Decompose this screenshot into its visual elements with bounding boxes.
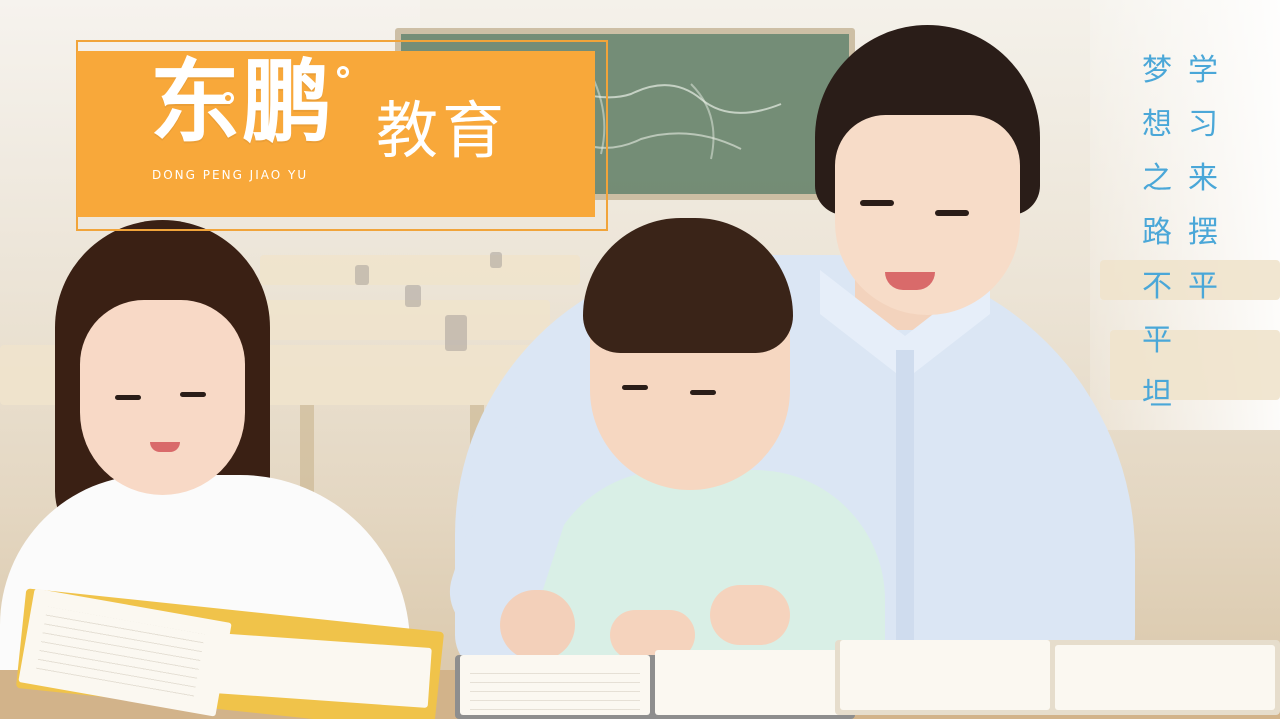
book-page <box>1055 645 1275 710</box>
background-desk <box>260 255 580 285</box>
slogan-char: 习 <box>1188 107 1218 142</box>
book-page <box>655 650 850 715</box>
girl-face <box>80 300 245 495</box>
logo-banner <box>77 51 595 217</box>
background-desk <box>1100 260 1280 300</box>
background-chair <box>490 252 502 268</box>
logo-subtitle: 教育 <box>376 94 509 167</box>
teacher-smile <box>885 272 935 290</box>
background-chair <box>445 315 467 351</box>
girl-smile <box>150 442 180 452</box>
logo-pinyin: DONG PENG JIAO YU <box>152 168 309 182</box>
teacher-eye <box>935 210 969 216</box>
boy-hair <box>583 218 793 353</box>
book-text <box>470 665 640 710</box>
logo-brand-name: 东鹏 <box>150 50 334 155</box>
logo-decoration-dot <box>222 92 234 104</box>
girl-eye <box>180 392 206 397</box>
girl-eye <box>115 395 141 400</box>
slogan-char: 平 <box>1188 269 1218 304</box>
teacher-placket <box>896 350 914 650</box>
teacher-hand <box>500 590 575 660</box>
slogan-char: 路 <box>1142 215 1172 250</box>
slogan-char: 来 <box>1188 161 1218 196</box>
teacher-eye <box>860 200 894 206</box>
background-chair <box>405 285 421 307</box>
boy-hand <box>710 585 790 645</box>
slogan-char: 梦 <box>1142 53 1172 88</box>
background-chair <box>355 265 369 285</box>
slogan-char: 学 <box>1188 53 1218 88</box>
background-desk <box>1110 330 1280 400</box>
slogan-char: 坦 <box>1142 377 1172 412</box>
logo-decoration-dot <box>337 66 349 78</box>
slogan-char: 之 <box>1142 161 1172 196</box>
slogan-char: 不 <box>1142 269 1172 304</box>
boy-eye <box>690 390 716 395</box>
slogan-line-1: 学 习 来 摆 平 <box>1183 56 1223 326</box>
book-page <box>840 640 1050 710</box>
background-desk <box>250 300 550 340</box>
slogan-char: 平 <box>1142 323 1172 358</box>
slogan-line-2: 梦 想 之 路 不 平 坦 <box>1137 56 1177 434</box>
boy-eye <box>622 385 648 390</box>
slogan-char: 想 <box>1142 107 1172 142</box>
slogan-char: 摆 <box>1188 215 1218 250</box>
